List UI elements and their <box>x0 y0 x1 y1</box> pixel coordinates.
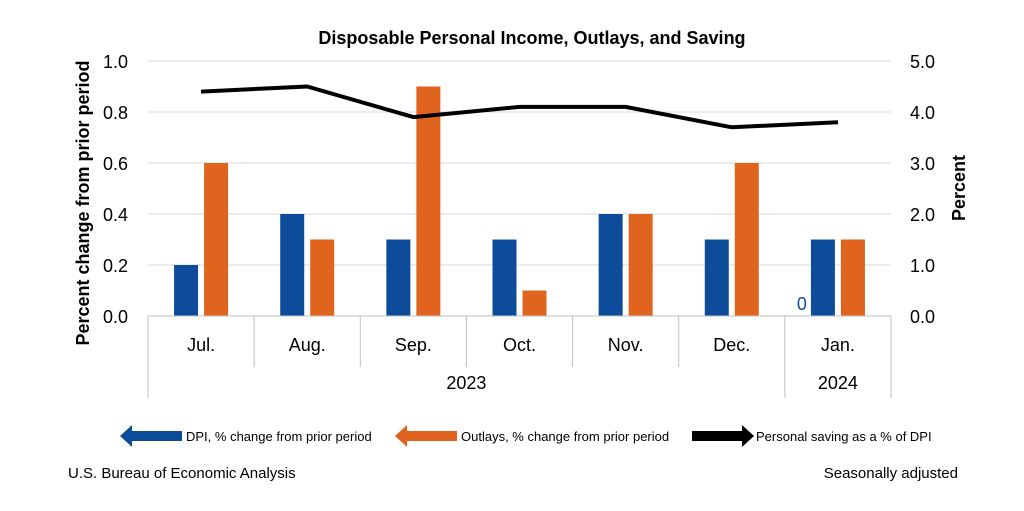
legend-arrow-icon <box>120 425 182 447</box>
right-tick-label: 3.0 <box>910 154 935 174</box>
left-tick-label: 0.8 <box>103 103 128 123</box>
right-tick-label: 1.0 <box>910 256 935 276</box>
stray-data-label: 0 <box>797 294 807 314</box>
dpi-bar-jan <box>810 239 835 316</box>
category-label: Aug. <box>289 335 326 355</box>
right-tick-label: 0.0 <box>910 307 935 327</box>
saving-line <box>200 84 839 130</box>
dpi-bar-nov <box>598 214 623 316</box>
left-tick-label: 0.2 <box>103 256 128 276</box>
right-axis-title: Percent <box>949 155 969 221</box>
dpi-bar-oct <box>492 239 517 316</box>
outlays-bar-jul <box>204 163 229 316</box>
right-tick-label: 4.0 <box>910 103 935 123</box>
dpi-bar-jul <box>174 265 199 316</box>
bars <box>174 86 865 316</box>
axes: 0.0 0.2 0.4 0.6 0.8 1.0 0.0 1.0 2.0 3.0 4.0 5.0 Jul.… <box>73 52 969 398</box>
adjustment-note: Seasonally adjusted <box>823 465 958 482</box>
category-label: Jul. <box>187 335 215 355</box>
year-label: 2023 <box>446 373 486 393</box>
legend-label: DPI, % change from prior period <box>186 429 372 444</box>
outlays-bar-dec <box>734 163 759 316</box>
category-label: Jan. <box>821 335 855 355</box>
category-label: Dec. <box>713 335 750 355</box>
saving-rate-line <box>200 84 839 130</box>
dpi-bar-dec <box>704 239 729 316</box>
legend-arrow-icon <box>692 425 754 447</box>
category-label: Sep. <box>395 335 432 355</box>
chart-title: Disposable Personal Income, Outlays, and… <box>318 28 745 48</box>
year-label: 2024 <box>818 373 858 393</box>
left-tick-label: 0.6 <box>103 154 128 174</box>
legend-label: Personal saving as a % of DPI <box>756 429 932 444</box>
left-tick-label: 0.0 <box>103 307 128 327</box>
category-label: Oct. <box>503 335 536 355</box>
outlays-bar-aug <box>310 239 335 316</box>
right-tick-label: 2.0 <box>910 205 935 225</box>
left-tick-label: 1.0 <box>103 52 128 72</box>
gridlines <box>148 60 891 266</box>
dpi-bar-sep <box>386 239 411 316</box>
chart: Disposable Personal Income, Outlays, and… <box>73 28 969 447</box>
category-label: Nov. <box>608 335 644 355</box>
left-tick-label: 0.4 <box>103 205 128 225</box>
outlays-bar-oct <box>522 290 547 316</box>
outlays-bar-nov <box>628 214 653 316</box>
source-note: U.S. Bureau of Economic Analysis <box>68 465 296 482</box>
legend-label: Outlays, % change from prior period <box>461 429 669 444</box>
outlays-bar-sep <box>416 86 441 316</box>
right-tick-label: 5.0 <box>910 52 935 72</box>
outlays-bar-jan <box>840 239 865 316</box>
legend: DPI, % change from prior period Outlays, … <box>120 425 932 447</box>
dpi-bar-aug <box>280 214 305 316</box>
left-axis-title: Percent change from prior period <box>73 60 93 345</box>
legend-arrow-icon <box>395 425 457 447</box>
